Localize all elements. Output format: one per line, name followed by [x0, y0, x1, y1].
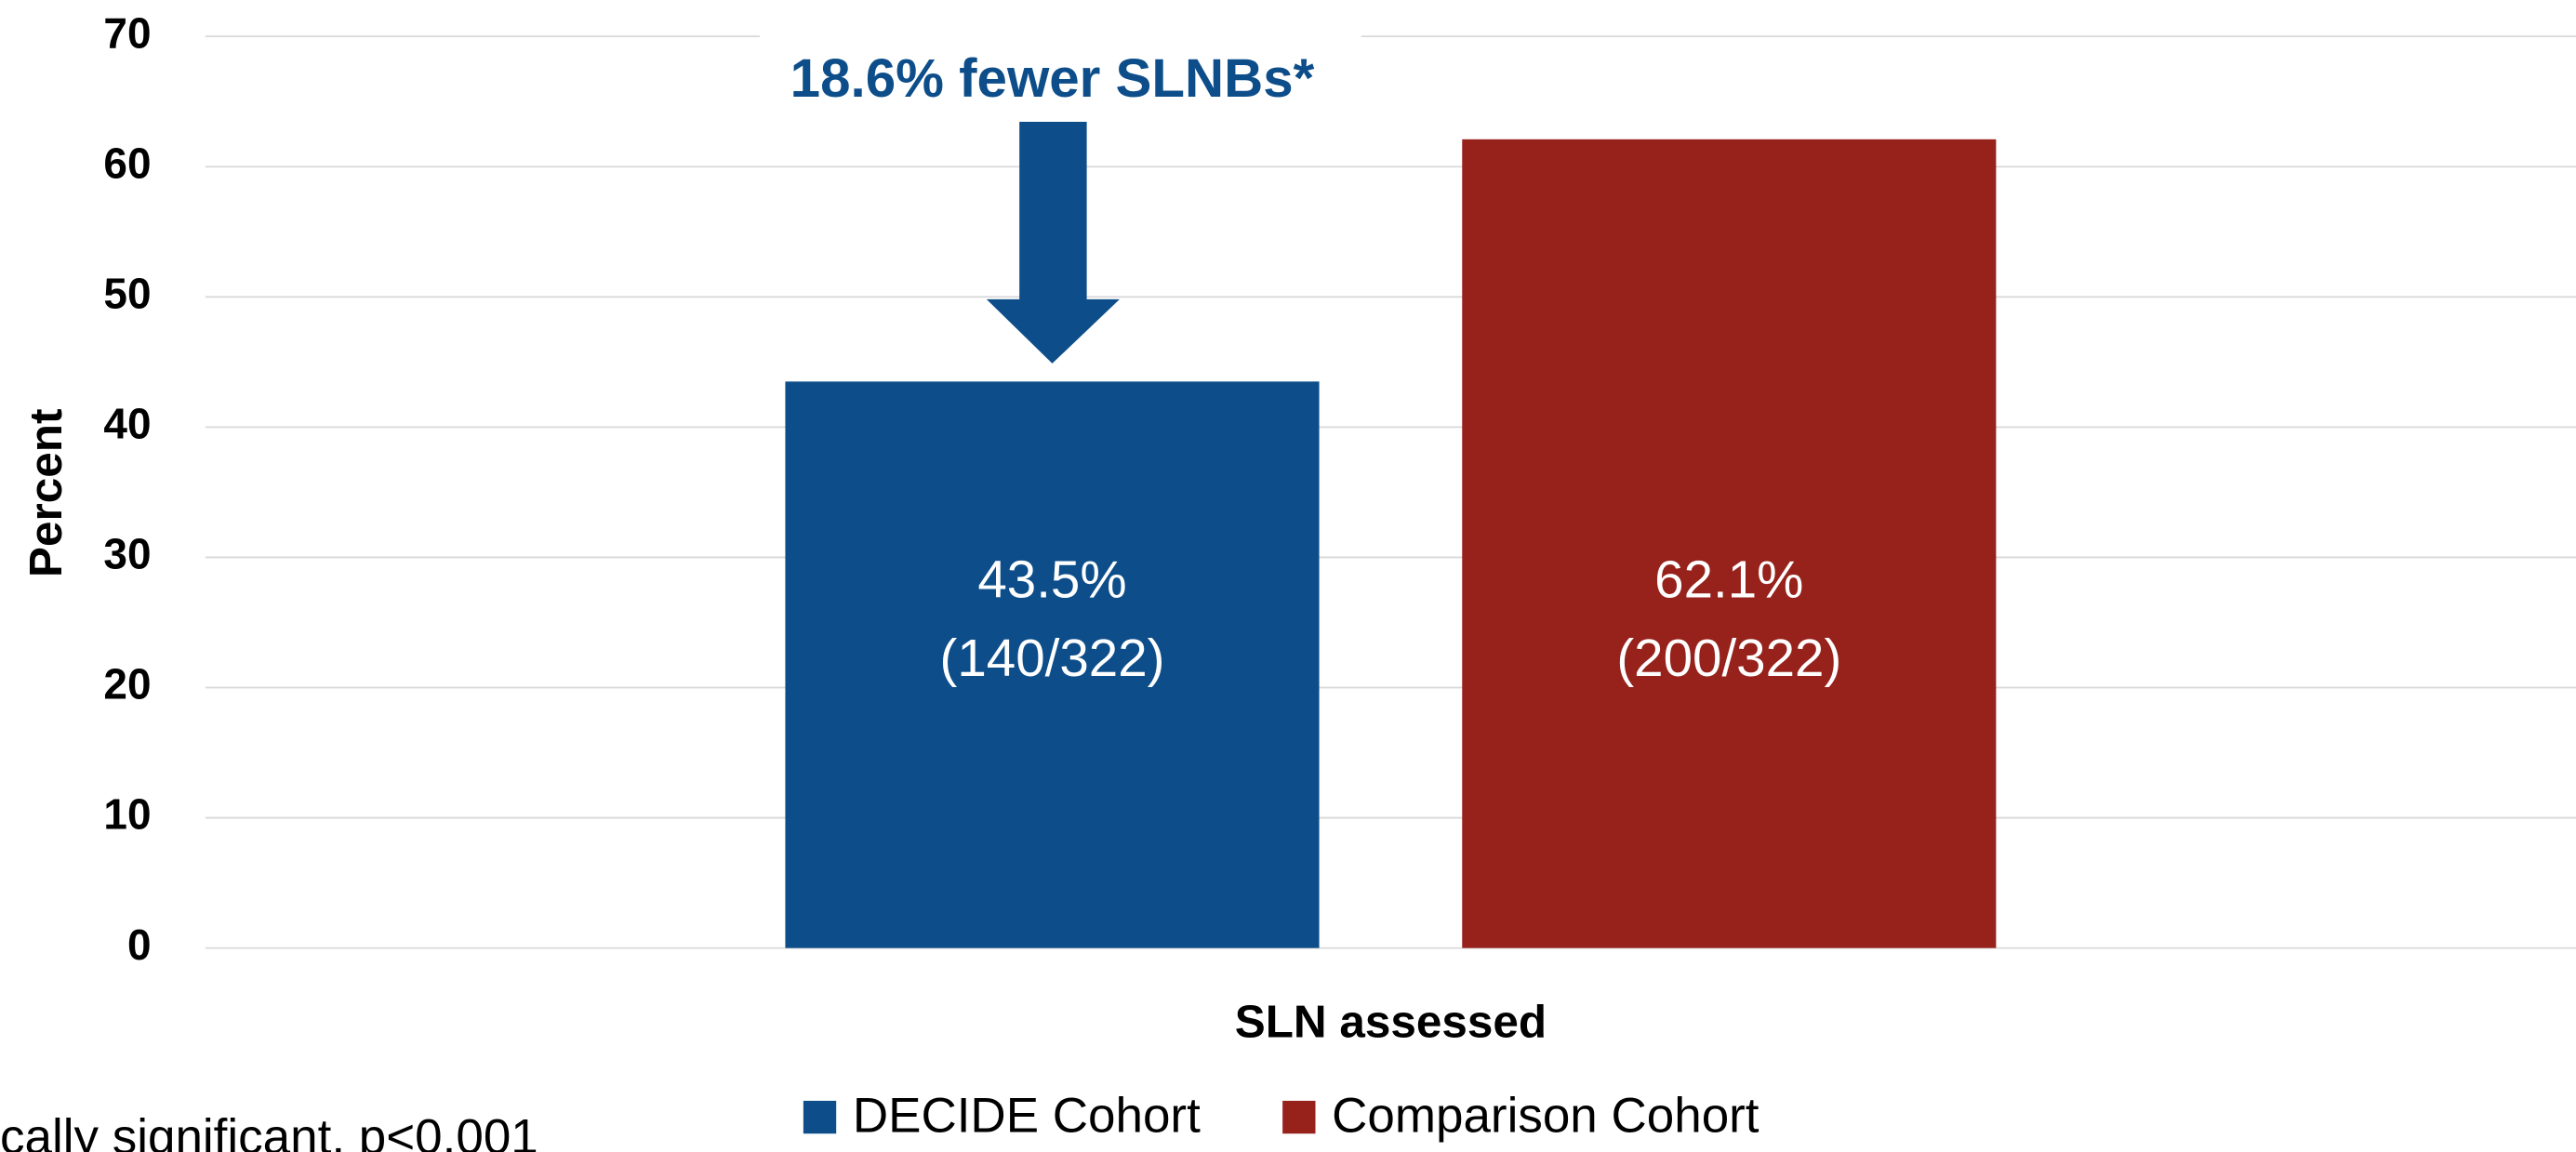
bar	[785, 381, 1320, 948]
value-label: 62.1%	[1654, 550, 1803, 608]
annotation-backdrop	[760, 20, 1361, 53]
footnote: cally significant, p<0.001	[0, 1109, 538, 1152]
y-tick-label: 50	[103, 269, 151, 317]
annotation: 18.6% fewer SLNBs*	[790, 48, 1315, 109]
value-label: (140/322)	[940, 629, 1165, 687]
legend-label: DECIDE Cohort	[853, 1088, 1201, 1143]
x-axis-label: SLN assessed	[1235, 997, 1547, 1048]
y-axis-label: Percent	[20, 409, 72, 577]
legend-label: Comparison Cohort	[1332, 1088, 1759, 1143]
y-tick-label: 60	[103, 139, 151, 187]
y-tick-label: 20	[103, 660, 151, 708]
value-label: (200/322)	[1616, 629, 1841, 687]
y-tick-label: 0	[127, 920, 152, 969]
y-tick-label: 40	[103, 400, 151, 448]
value-label: 43.5%	[977, 550, 1126, 608]
annotation-arrow	[986, 122, 1120, 364]
y-tick-label: 30	[103, 530, 151, 578]
bar	[1462, 139, 1997, 948]
legend-swatch	[1282, 1100, 1316, 1134]
y-tick-label: 10	[103, 790, 151, 839]
legend-swatch	[803, 1100, 837, 1134]
y-tick-label: 70	[103, 8, 151, 57]
